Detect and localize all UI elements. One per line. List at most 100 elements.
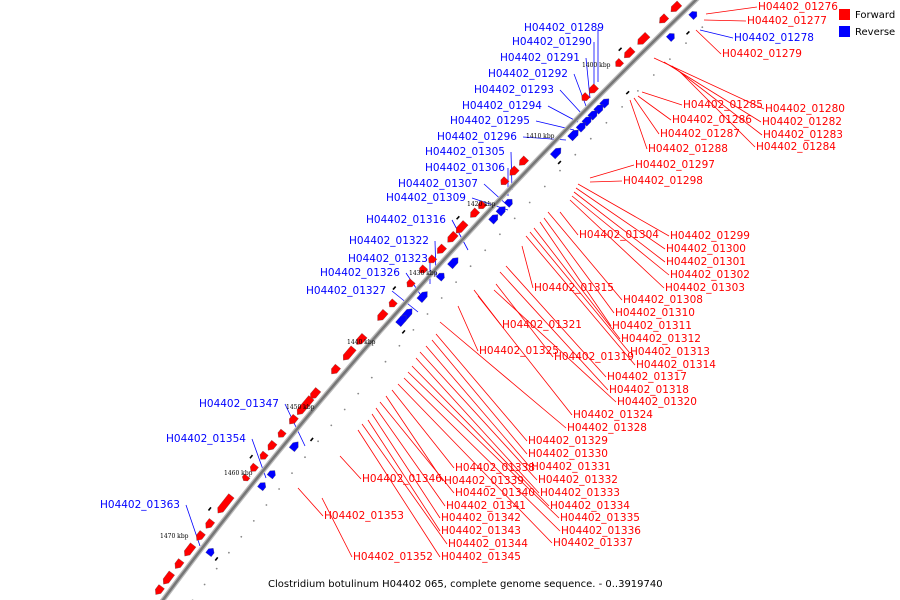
genome-backbone	[159, 0, 700, 600]
reverse-gene	[587, 110, 598, 121]
scale-dot	[398, 344, 401, 347]
forward-gene	[174, 558, 185, 569]
scale-dot	[384, 360, 387, 363]
reverse-gene	[495, 206, 506, 217]
forward-gene-label-leader	[575, 187, 666, 250]
forward-gene	[242, 473, 251, 482]
forward-gene-label: H04402_01339	[444, 475, 524, 487]
reverse-gene-label: H04402_01309	[386, 192, 466, 204]
reverse-gene-label-leader	[699, 29, 734, 39]
scale-dot	[669, 58, 671, 60]
reverse-gene-label: H04402_01291	[500, 52, 580, 64]
forward-gene-label-leader	[671, 65, 763, 136]
small-marker	[557, 160, 562, 165]
legend-forward-label: Forward	[855, 10, 895, 21]
forward-gene-label: H04402_01344	[448, 538, 528, 550]
forward-gene-label-leader	[529, 231, 630, 353]
forward-gene-label-leader	[419, 351, 538, 481]
forward-gene	[500, 176, 510, 185]
small-marker	[618, 47, 623, 52]
forward-gene-label-leader	[629, 99, 648, 150]
reverse-gene	[288, 441, 299, 453]
forward-gene-label: H04402_01331	[531, 461, 611, 473]
scale-dot	[412, 329, 415, 331]
scale-tick-label: 1410 kbp	[526, 133, 555, 140]
forward-gene-label: H04402_01333	[540, 487, 620, 499]
scale-dot	[240, 535, 243, 538]
reverse-gene-label: H04402_01326	[320, 267, 400, 279]
forward-gene	[581, 92, 591, 101]
forward-gene-label-leader	[577, 183, 670, 237]
scale-dot	[528, 201, 531, 204]
forward-gene-label-leader	[439, 321, 567, 429]
gene-features	[155, 0, 698, 595]
scale-dot	[605, 121, 608, 124]
forward-gene	[331, 363, 341, 375]
forward-gene-label: H04402_01321	[502, 319, 582, 331]
reverse-gene-label-leader	[573, 73, 587, 107]
reverse-gene	[581, 116, 592, 127]
scale-dot	[574, 153, 577, 156]
forward-gene	[509, 165, 520, 176]
forward-gene-label-leader	[415, 357, 540, 494]
scale-dot	[265, 504, 268, 506]
forward-gene-label-leader	[539, 221, 612, 327]
reverse-gene-label: H04402_01278	[734, 32, 814, 44]
forward-gene	[162, 570, 175, 585]
scale-dot	[278, 488, 280, 490]
small-marker	[214, 556, 219, 562]
forward-gene-label: H04402_01338	[455, 462, 535, 474]
scale-dot	[513, 217, 516, 220]
scale-dot	[317, 440, 319, 443]
scale-dot	[228, 551, 230, 554]
forward-gene-label: H04402_01314	[636, 359, 716, 371]
forward-gene	[259, 450, 269, 460]
scale-dot	[701, 26, 704, 29]
forward-gene-label: H04402_01280	[765, 103, 845, 115]
forward-gene-label: H04402_01346	[362, 473, 442, 485]
forward-gene-label-leader	[505, 265, 607, 378]
forward-gene-label: H04402_01352	[353, 551, 433, 563]
forward-gene-label: H04402_01279	[722, 48, 802, 60]
reverse-gene-label: H04402_01316	[366, 214, 446, 226]
scale-dot	[621, 106, 623, 108]
reverse-gene-label: H04402_01295	[450, 115, 530, 127]
reverse-gene	[416, 291, 428, 304]
legend-reverse-label: Reverse	[855, 27, 895, 38]
forward-gene	[205, 518, 216, 529]
reverse-gene	[435, 272, 445, 282]
scale-dot	[559, 169, 561, 172]
forward-gene-label: H04402_01282	[762, 116, 842, 128]
reverse-gene-label: H04402_01354	[166, 433, 246, 445]
gene-labels: H04402_01278 H04402_01289 H04402_01290 H044…	[100, 1, 845, 563]
forward-gene-label: H04402_01285	[683, 99, 763, 111]
scale-dot	[215, 567, 218, 570]
forward-gene	[624, 46, 636, 59]
forward-gene-label-leader	[361, 423, 448, 545]
small-marker	[249, 454, 254, 459]
forward-gene-label-leader	[589, 164, 635, 179]
forward-gene-label: H04402_01287	[660, 128, 740, 140]
reverse-gene	[567, 129, 579, 142]
forward-gene-label-leader	[495, 283, 554, 358]
forward-gene-label: H04402_01337	[553, 537, 633, 549]
small-marker	[685, 30, 690, 35]
forward-gene-label: H04402_01315	[534, 282, 614, 294]
forward-gene	[455, 220, 469, 234]
scale-dot	[455, 281, 457, 283]
forward-gene-label-leader	[371, 413, 441, 519]
forward-gene-label-leader	[391, 389, 455, 469]
forward-gene-label: H04402_01329	[528, 435, 608, 447]
forward-gene	[296, 395, 315, 415]
scale-dot	[370, 376, 373, 379]
scale-tick-label: 1420 kbp	[467, 201, 496, 208]
reverse-gene	[549, 147, 562, 160]
forward-gene	[217, 493, 235, 514]
forward-gene-label-leader	[321, 497, 353, 558]
forward-gene	[589, 83, 599, 94]
reverse-gene-label-leader	[559, 89, 583, 115]
forward-gene-label: H04402_01340	[455, 487, 535, 499]
small-marker	[392, 286, 397, 291]
reverse-gene-label: H04402_01327	[306, 285, 386, 297]
